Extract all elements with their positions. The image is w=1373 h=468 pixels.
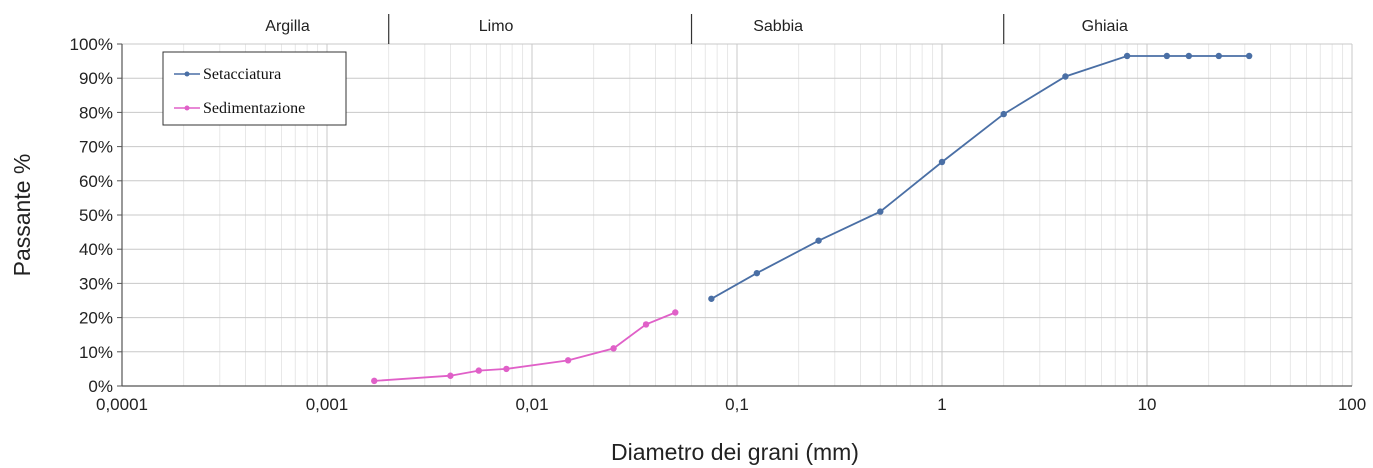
data-point-sedimentazione [447, 372, 454, 379]
x-tick-label: 0,01 [515, 395, 548, 414]
series-line-sedimentazione [374, 311, 676, 382]
y-tick-label: 10% [79, 343, 113, 362]
legend-marker-sedimentazione [184, 105, 190, 111]
legend-box [162, 51, 347, 126]
legend-marker-setacciatura [184, 71, 190, 77]
x-tick-label: 100 [1338, 395, 1366, 414]
y-tick-label: 40% [79, 240, 113, 259]
y-tick-label: 90% [79, 69, 113, 88]
y-tick-label: 30% [79, 274, 113, 293]
data-point-sedimentazione [475, 367, 482, 374]
x-tick-label: 10 [1138, 395, 1157, 414]
y-tick-label: 60% [79, 172, 113, 191]
soil-zone-markers: Argilla Limo Sabbia Ghiaia [265, 14, 1128, 44]
data-point-setacciatura [1185, 52, 1193, 60]
zone-label-ghiaia: Ghiaia [1082, 18, 1128, 35]
data-point-sedimentazione [642, 321, 650, 328]
zone-label-argilla: Argilla [265, 18, 310, 35]
y-tick-label: 80% [79, 103, 113, 122]
data-point-setacciatura [708, 295, 715, 302]
y-tick-label: 70% [79, 138, 113, 157]
data-point-sedimentazione [610, 345, 617, 352]
data-point-setacciatura [1163, 52, 1171, 60]
data-point-setacciatura [1215, 52, 1223, 60]
data-point-setacciatura [1245, 52, 1253, 60]
y-tick-label: 20% [79, 309, 113, 328]
x-tick-label: 1 [937, 395, 946, 414]
data-point-setacciatura [1062, 73, 1069, 80]
data-point-sedimentazione [371, 377, 378, 385]
y-tick-label: 50% [79, 206, 113, 225]
data-point-setacciatura [1000, 110, 1007, 118]
data-point-setacciatura [1123, 52, 1131, 60]
legend-label-sedimentazione: Sedimentazione [203, 100, 305, 117]
x-tick-label: 0,1 [725, 395, 749, 414]
data-point-setacciatura [753, 269, 761, 277]
x-tick-label: 0,0001 [96, 395, 148, 414]
data-series [371, 52, 1253, 385]
zone-label-limo: Limo [479, 18, 514, 35]
tick-labels: 0,0001 0,001 0,01 0,1 1 10 100 0% 10% 20% 30% 40% 50… [70, 35, 1367, 414]
data-point-sedimentazione [564, 357, 572, 364]
data-point-sedimentazione [503, 365, 510, 373]
axes [117, 43, 1352, 387]
x-tick-label: 0,001 [306, 395, 349, 414]
data-point-setacciatura [877, 208, 884, 215]
data-point-setacciatura [938, 158, 946, 166]
series-line-setacciatura [710, 55, 1250, 300]
zone-label-sabbia: Sabbia [753, 18, 803, 35]
x-axis-title: Diametro dei grani (mm) [611, 439, 859, 465]
y-tick-label: 100% [70, 35, 113, 54]
data-point-sedimentazione [672, 309, 679, 316]
legend: Setacciatura Sedimentazione [162, 51, 347, 126]
y-axis-title: Passante % [9, 154, 35, 277]
y-tick-label: 0% [88, 377, 113, 396]
legend-label-setacciatura: Setacciatura [203, 66, 281, 83]
data-point-setacciatura [815, 237, 822, 244]
